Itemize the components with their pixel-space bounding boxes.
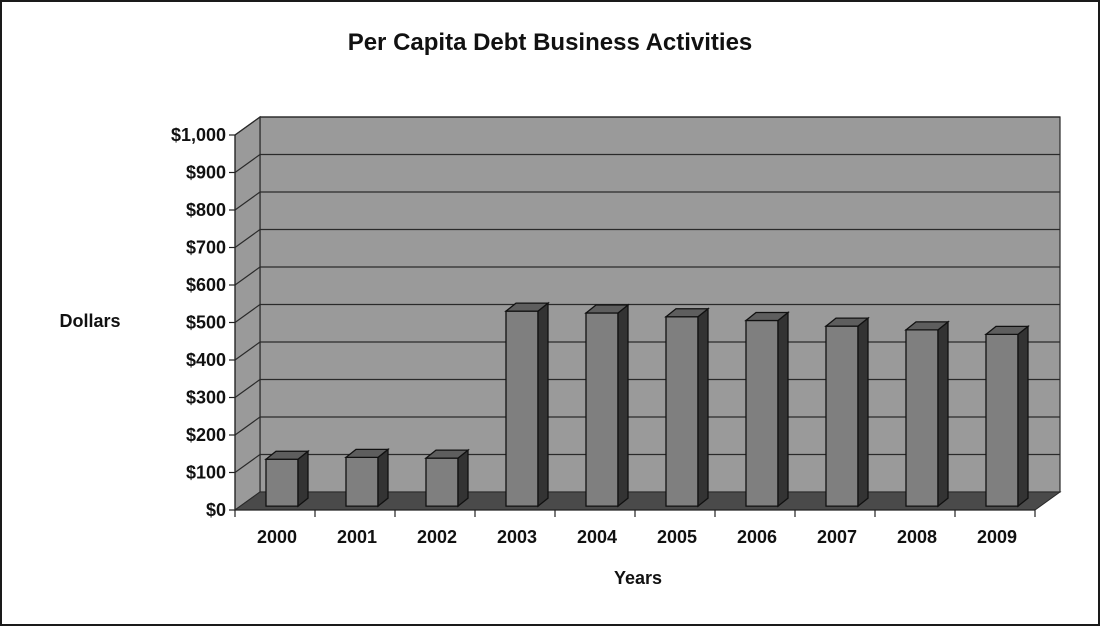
- y-tick-label: $200: [186, 425, 226, 445]
- y-gridline-side: [234, 304, 261, 323]
- bar-side-2005: [697, 307, 709, 508]
- bar-2007: [825, 325, 859, 507]
- chart-title: Per Capita Debt Business Activities: [348, 29, 753, 56]
- x-tick-label: 2008: [897, 527, 937, 547]
- x-axis-title: Years: [614, 568, 662, 588]
- y-gridline-side: [234, 416, 261, 436]
- x-tick-label: 2002: [417, 527, 457, 547]
- bar-top-2001: [344, 448, 390, 459]
- x-tick-label: 2005: [657, 527, 697, 547]
- y-gridline-side: [234, 454, 261, 473]
- bar-2009: [985, 333, 1019, 507]
- bar-2004: [585, 312, 619, 507]
- y-tick-label: $900: [186, 163, 226, 183]
- x-tick-label: 2003: [497, 527, 537, 547]
- bar-2008: [905, 329, 939, 507]
- y-axis-title: Dollars: [59, 311, 120, 331]
- bar-2003: [505, 310, 539, 507]
- x-tick-label: 2007: [817, 527, 857, 547]
- y-gridline-side: [234, 379, 261, 398]
- bar-side-2008: [937, 320, 949, 508]
- y-tick-label: $700: [186, 238, 226, 258]
- bar-side-2003: [537, 301, 549, 508]
- bar-side-2001: [377, 448, 389, 508]
- y-gridline-side: [234, 266, 261, 286]
- x-tick-label: 2004: [577, 527, 617, 547]
- y-tick-label: $400: [186, 350, 226, 370]
- x-tick-label: 2009: [977, 527, 1017, 547]
- y-gridline-side: [234, 341, 261, 361]
- bar-side-2000: [297, 449, 309, 508]
- bar-side-2004: [617, 303, 629, 508]
- bar-side-2006: [777, 311, 789, 508]
- bar-top-2002: [424, 449, 470, 459]
- bar-side-2007: [857, 316, 869, 508]
- x-tick-label: 2000: [257, 527, 297, 547]
- y-gridline-side: [234, 154, 261, 173]
- bar-2006: [745, 319, 779, 507]
- bar-2001: [345, 456, 379, 507]
- y-tick-label: $600: [186, 275, 226, 295]
- y-gridline-side: [234, 116, 261, 136]
- y-gridline-side: [234, 229, 261, 248]
- y-tick-label: $300: [186, 388, 226, 408]
- bar-top-2006: [744, 311, 790, 322]
- plot-area: $0 $100 $200 $300 $400 $500 $600 $700 $800 $900 $1…: [171, 115, 1062, 547]
- y-tick-label: $100: [186, 463, 226, 483]
- bar-top-2005: [664, 308, 710, 318]
- bar-top-2003: [504, 302, 550, 312]
- y-tick-label: $0: [206, 500, 226, 520]
- bar-2000: [265, 458, 299, 507]
- bar-2005: [665, 316, 699, 507]
- bar-top-2008: [904, 321, 950, 331]
- bar-top-2004: [584, 304, 630, 314]
- y-tick-label: $800: [186, 200, 226, 220]
- bar-side-2002: [457, 448, 469, 508]
- bar-2002: [425, 457, 459, 507]
- y-gridline-side: [234, 191, 261, 211]
- y-tick-label: $1,000: [171, 125, 226, 145]
- bar-top-2009: [984, 325, 1030, 336]
- x-tick-label: 2001: [337, 527, 377, 547]
- bar-side-2009: [1017, 325, 1029, 508]
- y-tick-label: $500: [186, 313, 226, 333]
- x-tick-label: 2006: [737, 527, 777, 547]
- bar-top-2007: [824, 317, 870, 327]
- bar-top-2000: [264, 450, 310, 460]
